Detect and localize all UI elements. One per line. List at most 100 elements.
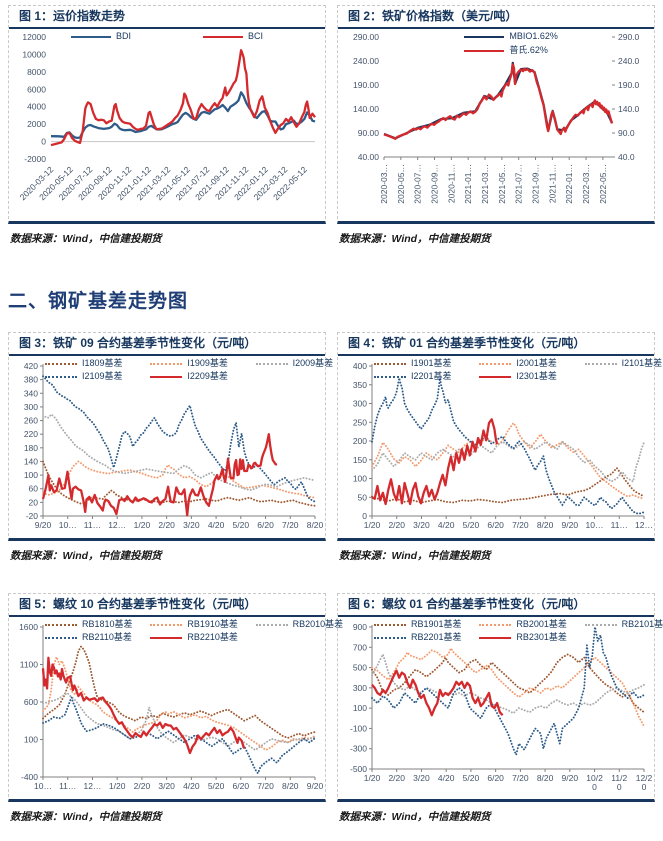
figure-row-3: 图 5：螺纹 10 合约基差季节性变化（元/吨） RB1810基差 RB1910基… xyxy=(8,593,663,802)
figure-3-title: 图 3：铁矿 09 合约基差季节性变化（元/吨） xyxy=(9,333,325,356)
svg-text:100: 100 xyxy=(24,735,38,745)
series-MBIO1.62% xyxy=(383,61,614,140)
svg-text:190.00: 190.00 xyxy=(353,80,379,90)
svg-text:6/20: 6/20 xyxy=(233,781,250,791)
svg-text:5/20: 5/20 xyxy=(208,781,225,791)
svg-text:100: 100 xyxy=(353,474,367,484)
svg-text:190.0: 190.0 xyxy=(618,80,640,90)
svg-text:-100: -100 xyxy=(350,723,367,733)
svg-text:300: 300 xyxy=(353,683,367,693)
figure-2-chart: MBIO1.62% 普氏.62% 40.00 40.0 90.00 90.0 140.00 1… xyxy=(338,29,654,221)
fig5-canvas: -400 100 600 1100 1600 10… 11… 12… 1/20 2/20 3/20 4… xyxy=(19,622,323,791)
figure-3-source: 数据来源：Wind，中信建投期货 xyxy=(10,550,162,562)
svg-text:4/20: 4/20 xyxy=(208,520,225,530)
svg-text:7/20: 7/20 xyxy=(512,520,529,530)
svg-text:90.00: 90.00 xyxy=(358,128,380,138)
svg-text:40.0: 40.0 xyxy=(618,152,635,162)
svg-text:1600: 1600 xyxy=(19,622,38,632)
svg-text:3/20: 3/20 xyxy=(158,781,175,791)
svg-text:260: 260 xyxy=(24,416,38,426)
svg-text:12…: 12… xyxy=(83,781,101,791)
svg-text:6/20: 6/20 xyxy=(487,773,504,783)
svg-text:380: 380 xyxy=(24,375,38,385)
svg-text:2020-05…: 2020-05… xyxy=(396,164,406,204)
svg-text:140: 140 xyxy=(24,456,38,466)
svg-text:90.0: 90.0 xyxy=(618,128,635,138)
svg-text:2021-09…: 2021-09… xyxy=(531,164,541,204)
svg-text:0: 0 xyxy=(362,511,367,521)
source-row-1: 数据来源：Wind，中信建投期货 数据来源：Wind，中信建投期货 xyxy=(8,231,655,246)
svg-text:10000: 10000 xyxy=(22,49,46,59)
figure-5-source: 数据来源：Wind，中信建投期货 xyxy=(10,811,162,823)
section-heading: 二、钢矿基差走势图 xyxy=(8,291,189,312)
svg-text:10…: 10… xyxy=(59,520,77,530)
svg-text:2022-03…: 2022-03… xyxy=(581,164,591,204)
svg-text:5/20: 5/20 xyxy=(233,520,250,530)
figure-2: 图 2：铁矿价格指数（美元/吨） MBIO1.62% 普氏.62% 40.00 40.… xyxy=(337,5,655,224)
series-RB2201基差 xyxy=(371,626,645,758)
svg-text:2020-03…: 2020-03… xyxy=(379,164,389,204)
series-RB2110基差 xyxy=(42,694,316,776)
svg-text:8000: 8000 xyxy=(27,67,46,77)
fig4-canvas: 0 50 100 150 200 250 300 350 400 1/20 2/20 3/20 4/20… xyxy=(353,361,653,530)
svg-text:9/20: 9/20 xyxy=(35,520,52,530)
svg-text:2021-11…: 2021-11… xyxy=(547,164,557,203)
figure-6-chart: RB1901基差RB2001基差RB2101基差RB2201基差RB2301基差… xyxy=(338,617,663,799)
svg-text:-300: -300 xyxy=(350,744,367,754)
svg-text:2021-05…: 2021-05… xyxy=(497,164,507,204)
svg-text:50: 50 xyxy=(358,492,368,502)
svg-text:7/20: 7/20 xyxy=(282,520,299,530)
figure-6-title: 图 6：螺纹 01 合约基差季节性变化（元/吨） xyxy=(338,594,654,617)
svg-text:200: 200 xyxy=(353,436,367,446)
series-RB2301基差 xyxy=(371,669,504,717)
figure-1-chart: BDI BCI -2000 0 2000 4000 6000 8000 10000 12000 20… xyxy=(9,29,325,221)
svg-text:10/20: 10/2 0 xyxy=(586,773,603,792)
svg-text:220: 220 xyxy=(24,429,38,439)
svg-text:240.0: 240.0 xyxy=(618,56,640,66)
series-BDI xyxy=(50,91,316,140)
fig6-canvas: -500 -300 -100 100 300 500 700 900 1/20 2/20 3/20 4… xyxy=(350,622,653,792)
svg-text:2/20: 2/20 xyxy=(388,773,405,783)
svg-text:1/20: 1/20 xyxy=(134,520,151,530)
svg-text:3/20: 3/20 xyxy=(183,520,200,530)
svg-text:340: 340 xyxy=(24,388,38,398)
svg-text:2/20: 2/20 xyxy=(388,520,405,530)
svg-text:3/20: 3/20 xyxy=(413,520,430,530)
figure-row-2: 图 3：铁矿 09 合约基差季节性变化（元/吨） I1809基差 I1909基差 I… xyxy=(8,332,662,541)
svg-text:500: 500 xyxy=(353,663,367,673)
svg-text:2021-03…: 2021-03… xyxy=(480,164,490,204)
svg-text:2021-07…: 2021-07… xyxy=(514,164,524,204)
series-I2009基差 xyxy=(42,413,316,492)
series-RB2210基差 xyxy=(41,656,246,755)
svg-text:6000: 6000 xyxy=(27,84,46,94)
svg-text:-400: -400 xyxy=(21,772,38,782)
figure-4-title: 图 4：铁矿 01 合约基差季节性变化（元/吨） xyxy=(338,333,654,356)
figure-5-chart: RB1810基差 RB1910基差 RB2010基差 RB2110基差 RB2210基差… xyxy=(9,617,343,799)
svg-text:350: 350 xyxy=(353,380,367,390)
svg-text:-500: -500 xyxy=(350,764,367,774)
svg-text:8/20: 8/20 xyxy=(537,773,554,783)
figure-4-source: 数据来源：Wind，中信建投期货 xyxy=(339,550,491,562)
svg-text:290.00: 290.00 xyxy=(353,32,379,42)
svg-text:2022-01…: 2022-01… xyxy=(564,164,574,204)
svg-text:12/20: 12/2 0 xyxy=(636,773,653,792)
svg-text:12000: 12000 xyxy=(22,32,46,42)
fig1-canvas: -20000200040006000800010000120002020-03-… xyxy=(18,32,316,202)
svg-text:420: 420 xyxy=(24,361,38,371)
series-I2101基差 xyxy=(371,440,645,483)
svg-text:11…: 11… xyxy=(611,520,628,530)
figure-1-title: 图 1：运价指数走势 xyxy=(9,6,325,29)
svg-text:240.00: 240.00 xyxy=(353,56,379,66)
svg-text:9/20: 9/20 xyxy=(562,520,579,530)
series-BCI xyxy=(50,49,316,147)
series-I1901基差 xyxy=(371,466,645,504)
svg-text:8/20: 8/20 xyxy=(282,781,299,791)
figure-row-1: 图 1：运价指数走势 BDI BCI -2000 0 2000 4000 6000 8000 1… xyxy=(8,5,655,224)
figure-6: 图 6：螺纹 01 合约基差季节性变化（元/吨） RB1901基差 RB2001基… xyxy=(337,593,663,802)
svg-text:140.00: 140.00 xyxy=(353,104,379,114)
figure-4-chart: I1901基差 I2001基差 I2101基差 I2201基差 I2301基差 0 50 10… xyxy=(338,356,662,538)
svg-text:-20: -20 xyxy=(26,511,39,521)
svg-text:1/20: 1/20 xyxy=(364,520,381,530)
figure-2-source: 数据来源：Wind，中信建投期货 xyxy=(339,233,491,245)
